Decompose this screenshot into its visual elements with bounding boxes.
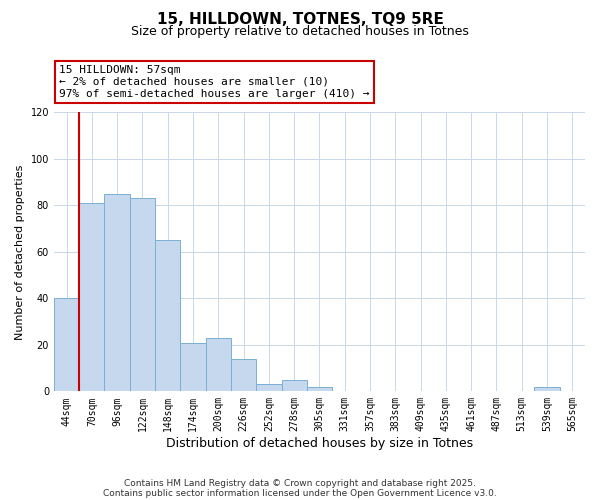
Y-axis label: Number of detached properties: Number of detached properties	[15, 164, 25, 340]
Bar	[256, 384, 281, 392]
Bar	[155, 240, 181, 392]
Bar	[206, 338, 231, 392]
Bar	[130, 198, 155, 392]
Text: Contains public sector information licensed under the Open Government Licence v3: Contains public sector information licen…	[103, 488, 497, 498]
Bar	[231, 359, 256, 392]
Bar	[307, 386, 332, 392]
Bar	[181, 342, 206, 392]
X-axis label: Distribution of detached houses by size in Totnes: Distribution of detached houses by size …	[166, 437, 473, 450]
Bar	[281, 380, 307, 392]
Bar	[54, 298, 79, 392]
Bar	[535, 386, 560, 392]
Text: 15, HILLDOWN, TOTNES, TQ9 5RE: 15, HILLDOWN, TOTNES, TQ9 5RE	[157, 12, 443, 28]
Text: 15 HILLDOWN: 57sqm
← 2% of detached houses are smaller (10)
97% of semi-detached: 15 HILLDOWN: 57sqm ← 2% of detached hous…	[59, 66, 370, 98]
Bar	[79, 203, 104, 392]
Text: Contains HM Land Registry data © Crown copyright and database right 2025.: Contains HM Land Registry data © Crown c…	[124, 478, 476, 488]
Bar	[104, 194, 130, 392]
Text: Size of property relative to detached houses in Totnes: Size of property relative to detached ho…	[131, 25, 469, 38]
